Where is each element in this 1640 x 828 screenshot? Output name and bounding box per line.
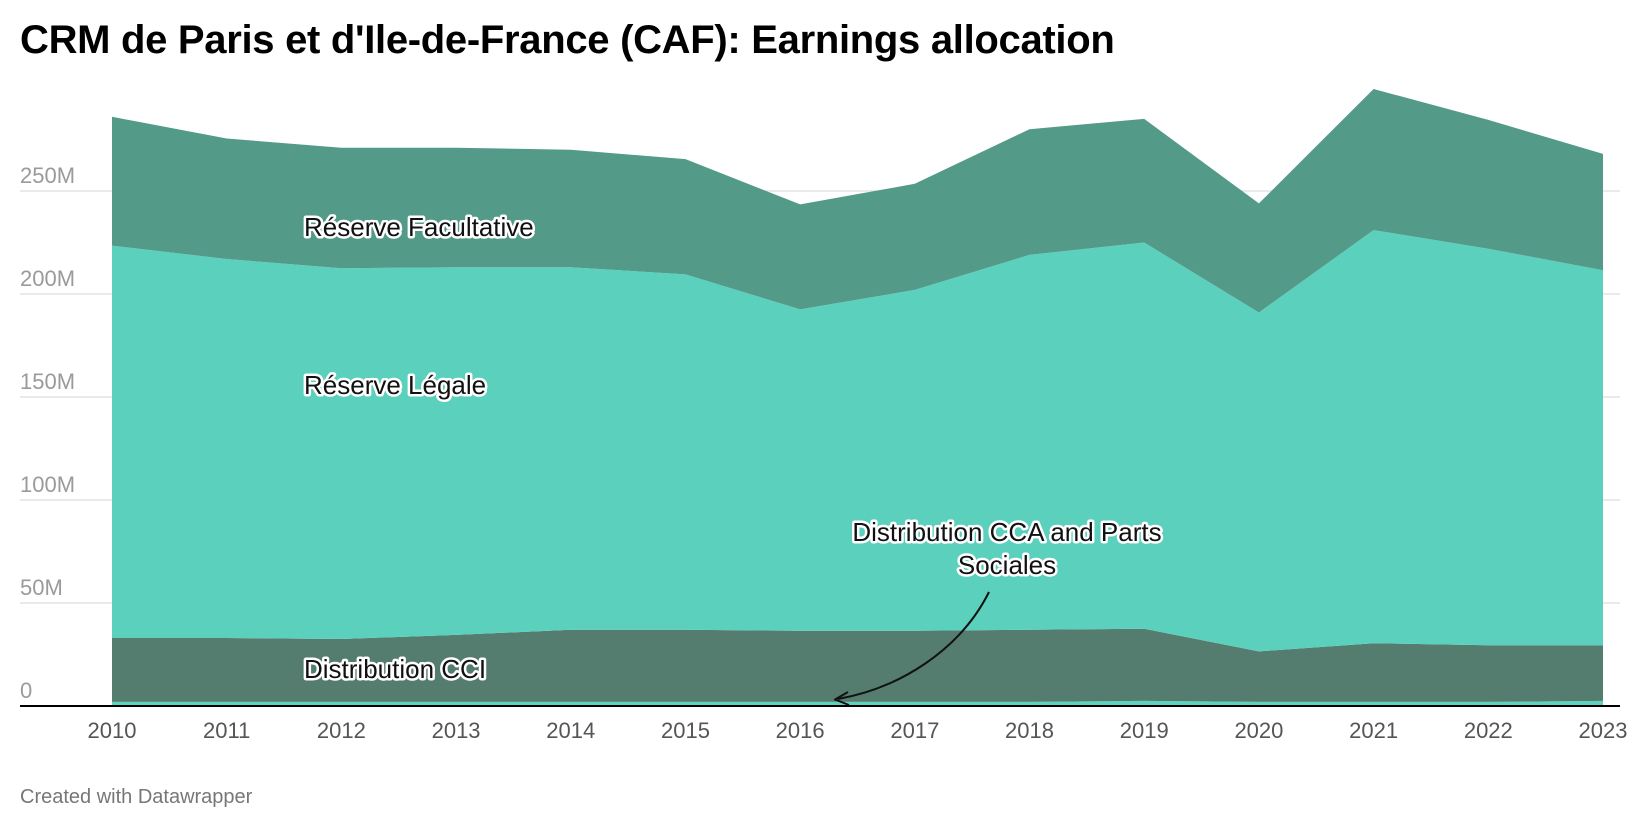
label-distribution-cca-line1: Distribution CCA and Parts <box>852 517 1161 547</box>
x-tick-label: 2010 <box>88 718 137 743</box>
series-labels: Réserve Facultative Réserve Légale Distr… <box>302 210 1164 706</box>
x-tick-label: 2023 <box>1579 718 1628 743</box>
area-distribution-cci <box>112 628 1603 702</box>
x-tick-label: 2015 <box>661 718 710 743</box>
x-tick-label: 2011 <box>203 718 250 743</box>
x-tick-label: 2017 <box>890 718 939 743</box>
y-tick-label: 200M <box>20 266 75 291</box>
x-tick-label: 2021 <box>1349 718 1398 743</box>
y-tick-label: 100M <box>20 472 75 497</box>
area-reserve-legale <box>112 230 1603 652</box>
annotation-arrow <box>837 591 990 700</box>
credit-text: Created with Datawrapper <box>20 786 253 808</box>
x-tick-label: 2016 <box>776 718 825 743</box>
y-tick-label: 250M <box>20 163 75 188</box>
label-reserve-legale: Réserve Légale <box>304 370 486 400</box>
area-series <box>112 89 1603 706</box>
y-tick-label: 150M <box>20 369 75 394</box>
y-tick-label: 50M <box>20 575 63 600</box>
area-distribution-cca <box>112 700 1603 706</box>
label-reserve-facultative: Réserve Facultative <box>304 212 534 242</box>
label-distribution-cci: Distribution CCI <box>304 654 486 684</box>
annotation-arrowhead <box>834 691 850 706</box>
y-axis-ticks: 0 50M 100M 150M 200M 250M <box>20 163 75 703</box>
y-tick-label: 0 <box>20 678 32 703</box>
area-reserve-facultative <box>112 89 1603 313</box>
x-tick-label: 2014 <box>546 718 595 743</box>
x-tick-label: 2013 <box>432 718 481 743</box>
x-tick-label: 2022 <box>1464 718 1513 743</box>
x-tick-label: 2018 <box>1005 718 1054 743</box>
chart-title: CRM de Paris et d'Ile-de-France (CAF): E… <box>20 18 1115 62</box>
x-axis-ticks: 2010 2011 2012 2013 2014 2015 2016 2017 2018 2019… <box>88 718 1628 743</box>
x-tick-label: 2020 <box>1234 718 1283 743</box>
x-tick-label: 2012 <box>317 718 366 743</box>
label-distribution-cca-line2: Sociales <box>958 550 1056 580</box>
x-tick-label: 2019 <box>1120 718 1169 743</box>
